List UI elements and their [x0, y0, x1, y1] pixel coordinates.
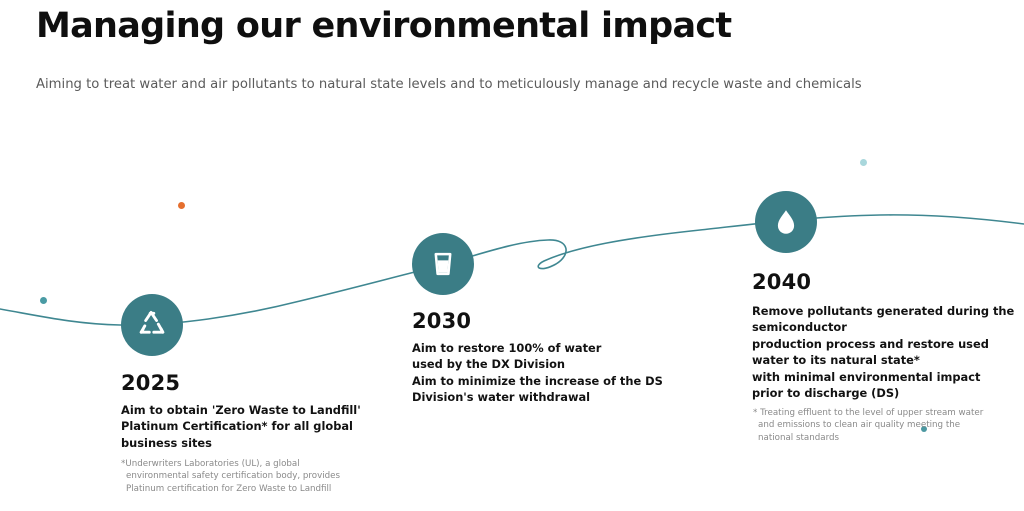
- milestone-2030-description-line: Division's water withdrawal: [412, 390, 591, 405]
- milestone-2025-footnote: *Underwriters Laboratories (UL), a globa…: [121, 458, 340, 495]
- milestone-2040-description: Remove pollutants generated during the s…: [752, 303, 1014, 401]
- decorative-dot-teal-left: [40, 297, 47, 304]
- milestone-2030-description-line: used by the DX Division: [412, 357, 566, 372]
- milestone-2025-footnote-line: *Underwriters Laboratories (UL), a globa…: [121, 459, 300, 469]
- decorative-dot-light-teal: [860, 159, 867, 166]
- decorative-dot-orange: [178, 202, 185, 209]
- milestone-2025-footnote-line: Platinum certification for Zero Waste to…: [126, 483, 332, 494]
- milestone-2040-footnote-line: and emissions to clean air quality meeti…: [758, 420, 961, 431]
- milestone-2040-description-line: water to its natural state*: [752, 353, 920, 368]
- water-glass-icon: [412, 233, 474, 295]
- milestone-2040-footnote-line: * Treating effluent to the level of uppe…: [753, 408, 984, 418]
- page-subtitle: Aiming to treat water and air pollutants…: [36, 77, 862, 92]
- milestone-2030-description-line: Aim to minimize the increase of the DS: [412, 373, 663, 388]
- decorative-dot-teal-right: [921, 426, 927, 432]
- milestone-2030-year: 2030: [412, 309, 472, 333]
- milestone-2040-year: 2040: [752, 270, 812, 294]
- milestone-2025-description-line: business sites: [121, 435, 212, 450]
- milestone-2040-description-line: prior to discharge (DS): [752, 386, 900, 401]
- milestone-2025-year: 2025: [121, 371, 181, 395]
- milestone-2040-description-line: Remove pollutants generated during the: [752, 304, 1015, 318]
- recycle-icon: [121, 294, 183, 356]
- milestone-2040-description-line: with minimal environmental impact: [752, 369, 981, 384]
- milestone-2040-description-line: semiconductor: [752, 320, 847, 335]
- milestone-2025-footnote-line: environmental safety certification body,…: [126, 471, 341, 482]
- page-title: Managing our environmental impact: [36, 6, 732, 46]
- milestone-2040-description-line: production process and restore used: [752, 336, 989, 351]
- milestone-2030-description: Aim to restore 100% of water used by the…: [412, 340, 663, 406]
- milestone-2025-description-line: Platinum Certification* for all global: [121, 419, 353, 434]
- milestone-2040-footnote-line: national standards: [758, 432, 840, 443]
- milestone-2025-description-line: Aim to obtain 'Zero Waste to Landfill': [121, 403, 361, 417]
- milestone-2040-footnote: * Treating effluent to the level of uppe…: [753, 407, 983, 444]
- water-drop-icon: [755, 191, 817, 253]
- milestone-2030-description-line: Aim to restore 100% of water: [412, 341, 602, 355]
- milestone-2025-description: Aim to obtain 'Zero Waste to Landfill' P…: [121, 402, 361, 451]
